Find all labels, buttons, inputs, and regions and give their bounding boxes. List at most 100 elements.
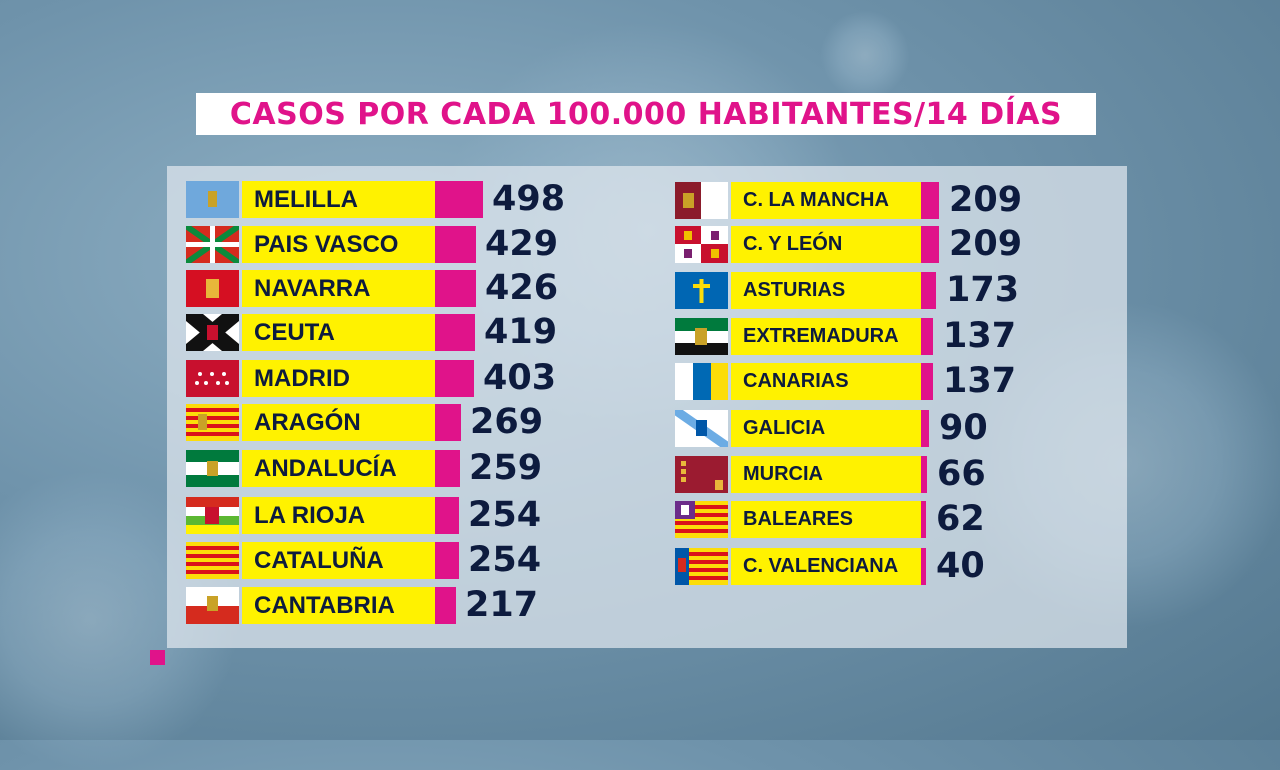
category-label: C. LA MANCHA [743,189,889,211]
label-box-andalucia: ANDALUCÍA [242,450,435,487]
value-label: 173 [946,270,1020,310]
category-label: MADRID [254,364,350,392]
value-label: 498 [492,179,566,219]
castilla-la-mancha-flag-icon [675,182,728,219]
value-label: 403 [483,358,557,398]
bar-c-y-leon [921,226,939,263]
row-c-la-mancha: C. LA MANCHA 209 [0,180,1280,220]
label-box-c-la-mancha: C. LA MANCHA [731,182,921,219]
chart-title: CASOS POR CADA 100.000 HABITANTES/14 DÍA… [229,96,1063,132]
category-label: EXTREMADURA [743,325,899,347]
label-box-pais-vasco: PAIS VASCO [242,226,435,263]
category-label: CEUTA [254,318,335,346]
value-label: 137 [943,316,1017,356]
row-andalucia: ANDALUCÍA 259 [0,448,1280,488]
label-box-galicia: GALICIA [731,410,921,447]
value-label: 217 [465,585,539,625]
label-box-extremadura: EXTREMADURA [731,318,921,355]
bar-cantabria [435,587,456,624]
virus-bg-4 [820,10,910,100]
andalucia-flag-icon [186,450,239,487]
value-label: 209 [949,224,1023,264]
label-box-navarra: NAVARRA [242,270,435,307]
row-asturias: ASTURIAS 173 [0,270,1280,310]
row-la-rioja: LA RIOJA 254 [0,495,1280,535]
value-label: 269 [470,402,544,442]
label-box-cantabria: CANTABRIA [242,587,435,624]
row-cantabria: CANTABRIA 217 [0,585,1280,625]
category-label: MELILLA [254,185,358,213]
navarra-flag-icon [186,270,239,307]
row-pais-vasco: PAIS VASCO 429 [0,224,1280,264]
label-box-cataluna: CATALUÑA [242,542,435,579]
aragon-flag-icon [186,404,239,441]
bar-navarra [435,270,476,307]
category-label: LA RIOJA [254,501,366,529]
bar-baleares [921,501,926,538]
category-label: PAIS VASCO [254,230,399,258]
ceuta-flag-icon [186,314,239,351]
row-extremadura: EXTREMADURA 137 [0,316,1280,356]
cantabria-flag-icon [186,587,239,624]
value-label: 419 [484,312,558,352]
bar-ceuta [435,314,475,351]
row-madrid: MADRID 403 [0,358,1280,398]
bar-andalucia [435,450,460,487]
row-c-y-leon: C. Y LEÓN 209 [0,224,1280,264]
valencia-flag-icon [675,548,728,585]
value-label: 426 [485,268,559,308]
bar-murcia [921,456,927,493]
madrid-flag-icon [186,360,239,397]
label-box-ceuta: CEUTA [242,314,435,351]
bar-la-rioja [435,497,459,534]
row-baleares: BALEARES 62 [0,499,1280,539]
value-label: 40 [936,546,985,586]
label-box-asturias: ASTURIAS [731,272,921,309]
value-label: 62 [936,499,985,539]
category-label: C. Y LEÓN [743,233,843,255]
value-label: 254 [468,540,542,580]
category-label: ARAGÓN [254,408,361,436]
value-label: 90 [939,408,988,448]
melilla-flag-icon [186,181,239,218]
category-label: ASTURIAS [743,279,846,301]
baleares-flag-icon [675,501,728,538]
bar-c-valenciana [921,548,926,585]
bar-c-la-mancha [921,182,939,219]
category-label: CANARIAS [743,370,849,392]
label-box-c-valenciana: C. VALENCIANA [731,548,921,585]
category-label: MURCIA [743,463,823,485]
row-c-valenciana: C. VALENCIANA 40 [0,546,1280,586]
chart-title-box: CASOS POR CADA 100.000 HABITANTES/14 DÍA… [196,93,1096,135]
row-aragon: ARAGÓN 269 [0,402,1280,442]
cataluna-flag-icon [186,542,239,579]
bar-cataluna [435,542,459,579]
bar-melilla [435,181,483,218]
value-label: 259 [469,448,543,488]
castilla-y-leon-flag-icon [675,226,728,263]
label-box-murcia: MURCIA [731,456,921,493]
corner-mark [150,650,165,665]
category-label: GALICIA [743,417,826,439]
label-box-madrid: MADRID [242,360,435,397]
value-label: 66 [937,454,986,494]
bar-canarias [921,363,933,400]
category-label: NAVARRA [254,274,371,302]
label-box-la-rioja: LA RIOJA [242,497,435,534]
la-rioja-flag-icon [186,497,239,534]
row-navarra: NAVARRA 426 [0,268,1280,308]
value-label: 137 [943,361,1017,401]
extremadura-flag-icon [675,318,728,355]
category-label: CATALUÑA [254,546,384,574]
row-murcia: MURCIA 66 [0,454,1280,494]
bar-asturias [921,272,936,309]
canarias-flag-icon [675,363,728,400]
bar-aragon [435,404,461,441]
row-ceuta: CEUTA 419 [0,312,1280,352]
bar-pais-vasco [435,226,476,263]
row-cataluna: CATALUÑA 254 [0,540,1280,580]
category-label: BALEARES [743,508,854,530]
asturias-flag-icon [675,272,728,309]
label-box-aragon: ARAGÓN [242,404,435,441]
value-label: 209 [949,180,1023,220]
